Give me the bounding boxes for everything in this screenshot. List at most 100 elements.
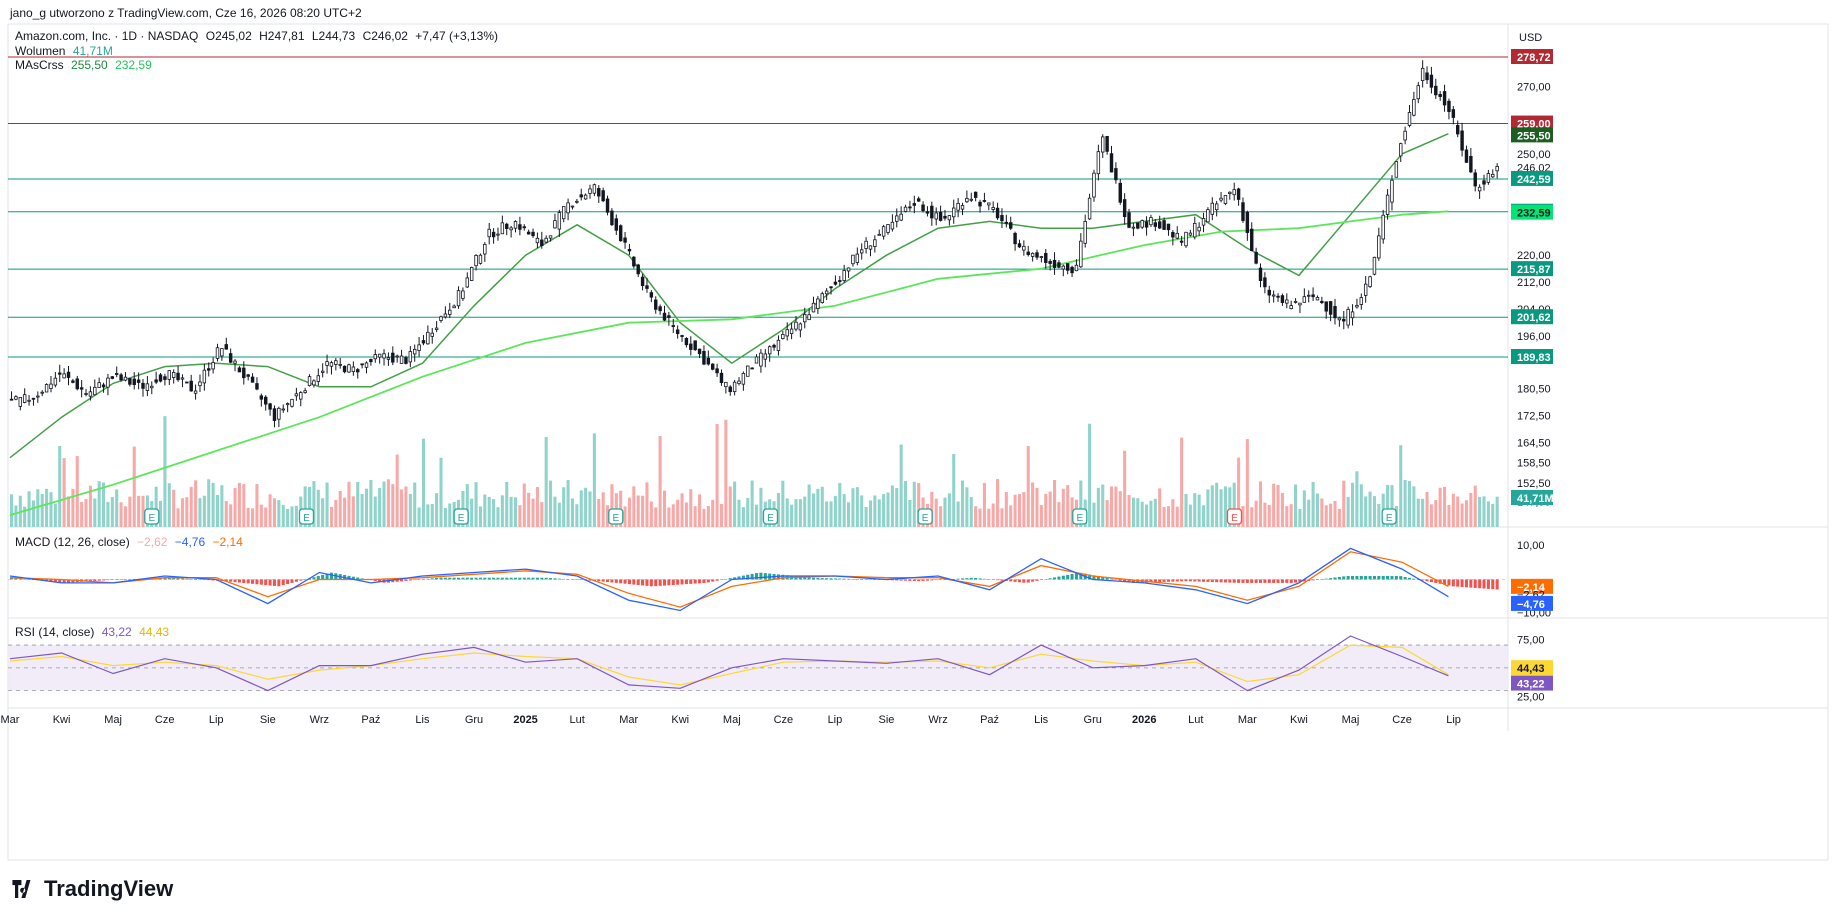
candle-body: [1359, 297, 1364, 305]
volume-bar: [733, 481, 737, 527]
macd-hist-bar: [960, 578, 965, 580]
symbol-legend[interactable]: Amazon.com, Inc. · 1D · NASDAQ O245,02 H…: [15, 29, 502, 43]
macd-hist-bar: [693, 579, 697, 584]
macd-hist-bar: [1202, 579, 1206, 582]
volume-bar: [343, 497, 347, 527]
candle-body: [548, 235, 553, 239]
candle-body: [947, 215, 952, 221]
volume-bar: [351, 496, 355, 527]
candle-body: [1455, 125, 1460, 135]
candle-body: [903, 206, 908, 212]
volume-bar: [636, 495, 640, 527]
macd-hist-bar: [1066, 574, 1070, 580]
volume-bar: [1272, 483, 1276, 527]
volume-bar: [167, 483, 171, 527]
candle-body: [952, 207, 956, 218]
time-tick: Gru: [1084, 714, 1102, 726]
ma-legend[interactable]: MAsCrss 255,50 232,59: [15, 58, 156, 72]
volume-bar: [1245, 439, 1249, 527]
time-tick: Sie: [260, 714, 276, 726]
candle-body: [58, 372, 62, 375]
candle-body: [1477, 186, 1482, 192]
volume-bar: [286, 508, 290, 527]
candle-body: [1114, 168, 1118, 181]
volume-bar: [825, 501, 829, 527]
candle-body: [1101, 136, 1105, 153]
volume-bar: [97, 481, 101, 527]
volume-legend[interactable]: Wolumen 41,71M: [15, 44, 117, 58]
chart-border: [7, 23, 1829, 861]
macd-hist-bar: [662, 579, 667, 586]
volume-bar: [1469, 492, 1473, 527]
volume-bar: [1013, 494, 1017, 527]
macd-hist-bar: [426, 578, 430, 580]
volume-bar: [1197, 494, 1201, 527]
volume-bar: [505, 481, 509, 527]
rsi-legend[interactable]: RSI (14, close) 43,22 44,43: [15, 625, 173, 639]
macd-legend[interactable]: MACD (12, 26, close) −2,62 −4,76 −2,14: [15, 535, 247, 549]
volume-bar: [1263, 502, 1267, 527]
volume-bar: [1267, 504, 1271, 527]
candle-body: [890, 221, 895, 230]
volume-bar: [1136, 498, 1140, 527]
volume-bar: [864, 506, 868, 527]
volume-bar: [430, 503, 434, 527]
candle-body: [1013, 232, 1017, 245]
candle-body: [132, 378, 136, 385]
macd-hist-bar: [268, 579, 272, 586]
volume-bar: [1407, 481, 1412, 527]
candle-body: [750, 367, 754, 370]
candle-body: [1263, 277, 1267, 288]
volume-bar: [93, 498, 97, 527]
volume-bar: [1337, 508, 1341, 527]
candle-body: [916, 198, 921, 202]
candle-body: [145, 383, 150, 391]
volume-bar: [119, 502, 123, 527]
macd-hist-bar: [1421, 579, 1425, 581]
candle-body: [1118, 182, 1122, 203]
macd-hist-bar: [400, 579, 404, 582]
macd-hist-bar: [1017, 579, 1022, 583]
volume-bar: [378, 487, 382, 527]
volume-bar: [557, 502, 561, 527]
macd-hist-bar: [1425, 579, 1429, 582]
volume-bar: [702, 508, 706, 527]
candle-body: [93, 386, 97, 396]
candle-body: [987, 202, 991, 206]
macd-hist-bar: [478, 577, 482, 580]
macd-hist-bar: [1053, 577, 1057, 580]
volume-bar: [123, 506, 128, 527]
candle-body: [833, 281, 838, 285]
macd-hist-bar: [421, 579, 426, 580]
candle-body: [820, 293, 824, 304]
volume-bar: [1066, 485, 1070, 527]
candle-body: [356, 369, 360, 373]
volume-bar: [347, 481, 351, 527]
earnings-marker: [298, 508, 315, 525]
volume-bar: [842, 494, 846, 527]
candle-body: [1425, 72, 1429, 81]
macd-hist-bar: [829, 578, 833, 580]
volume-bar: [132, 446, 136, 527]
macd-hist-bar: [303, 579, 307, 580]
earnings-marker: [453, 508, 469, 525]
volume-bar: [522, 483, 526, 527]
tradingview-logo[interactable]: TradingView: [10, 876, 173, 902]
volume-bar: [1280, 492, 1284, 527]
macd-hist-bar: [14, 578, 18, 580]
candle-body: [1368, 276, 1372, 287]
price-tag: [1511, 49, 1553, 64]
macd-hist-bar: [1258, 579, 1263, 583]
volume-bar: [110, 496, 114, 527]
currency-label[interactable]: USD: [1519, 32, 1542, 44]
volume-bar: [386, 479, 390, 527]
ohlc-high: H247,81: [259, 29, 305, 43]
volume-bar: [264, 507, 268, 527]
candle-body: [1302, 296, 1307, 303]
volume-bar: [465, 484, 469, 527]
candle-body: [399, 355, 404, 364]
macd-tick: 10,00: [1517, 540, 1545, 552]
macd-hist-bar: [741, 575, 745, 580]
volume-bar: [1223, 486, 1227, 527]
